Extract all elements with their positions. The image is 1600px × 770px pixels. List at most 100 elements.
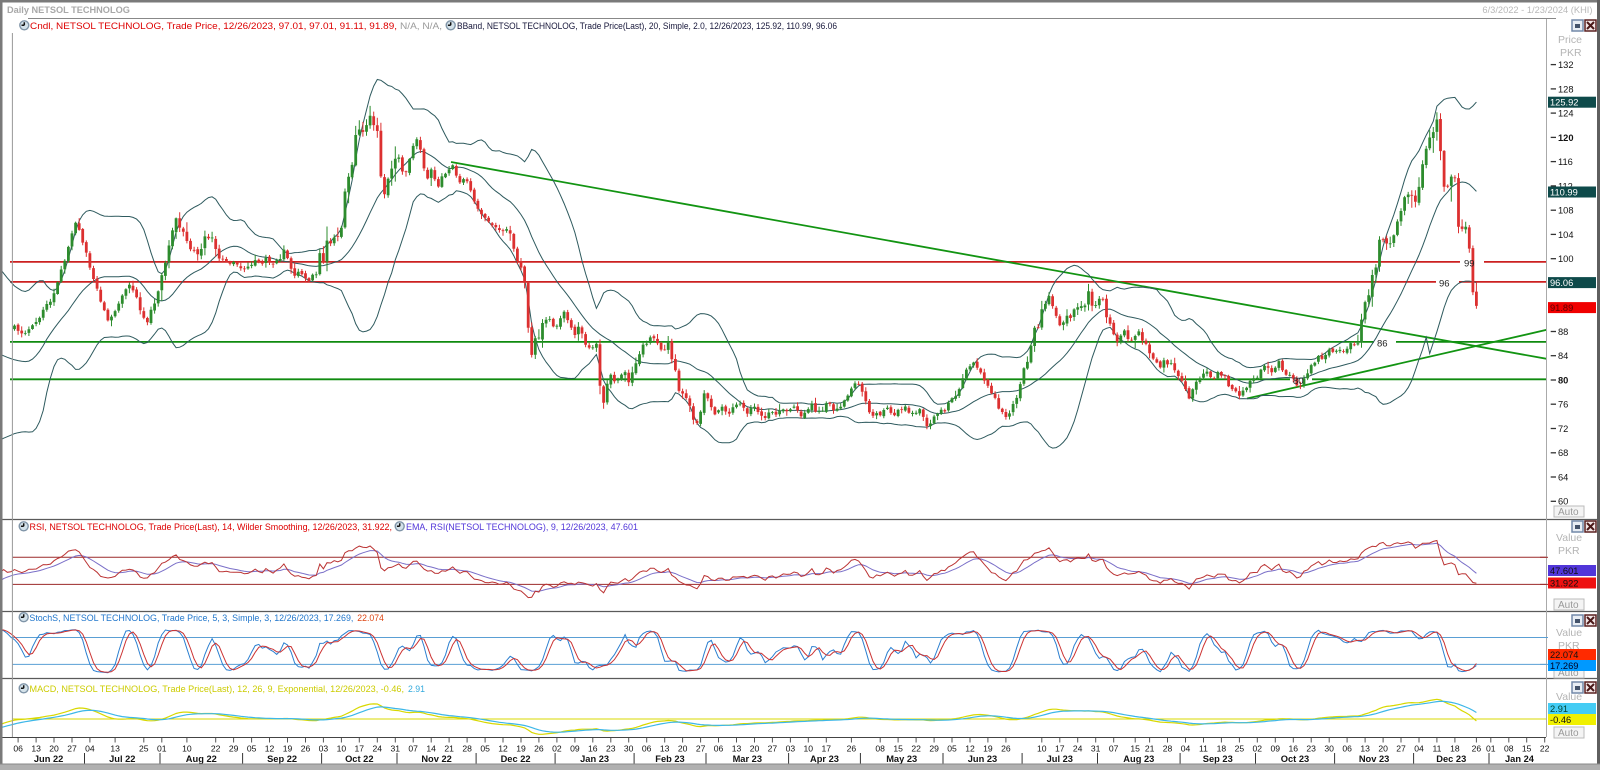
svg-text:17: 17	[1055, 744, 1065, 754]
svg-text:124: 124	[1558, 109, 1574, 119]
svg-text:Nov 22: Nov 22	[421, 754, 452, 764]
svg-text:Oct 22: Oct 22	[345, 754, 373, 764]
svg-text:26: 26	[1472, 744, 1482, 754]
svg-text:68: 68	[1558, 448, 1568, 458]
svg-text:13: 13	[110, 744, 120, 754]
svg-text:03: 03	[319, 744, 329, 754]
svg-text:Sep 22: Sep 22	[267, 754, 297, 764]
svg-text:09: 09	[1271, 744, 1281, 754]
svg-text:47.601: 47.601	[1550, 566, 1578, 576]
svg-text:125.92: 125.92	[1550, 98, 1578, 108]
svg-text:Jun 23: Jun 23	[968, 754, 997, 764]
svg-text:18: 18	[1450, 744, 1460, 754]
svg-text:20: 20	[49, 744, 59, 754]
svg-text:29: 29	[929, 744, 939, 754]
svg-text:19: 19	[516, 744, 526, 754]
svg-text:25: 25	[139, 744, 149, 754]
svg-text:Auto: Auto	[1558, 668, 1579, 679]
svg-text:N/A, N/A,: N/A, N/A,	[400, 21, 442, 32]
svg-text:22: 22	[1540, 744, 1550, 754]
svg-text:PKR: PKR	[1560, 47, 1582, 59]
svg-text:96: 96	[1439, 279, 1450, 290]
svg-text:96.06: 96.06	[1550, 278, 1573, 288]
svg-text:76: 76	[1558, 400, 1568, 410]
svg-text:Value: Value	[1556, 691, 1582, 703]
svg-text:06: 06	[642, 744, 652, 754]
svg-text:20: 20	[1378, 744, 1388, 754]
svg-text:27: 27	[1396, 744, 1406, 754]
svg-text:May 23: May 23	[886, 754, 917, 764]
svg-text:01: 01	[157, 744, 167, 754]
svg-text:60: 60	[1558, 497, 1568, 507]
svg-text:110.99: 110.99	[1550, 187, 1578, 197]
svg-text:04: 04	[1414, 744, 1424, 754]
svg-text:08: 08	[1504, 744, 1514, 754]
svg-text:19: 19	[283, 744, 293, 754]
svg-text:28: 28	[462, 744, 472, 754]
svg-text:14: 14	[426, 744, 436, 754]
svg-text:04: 04	[85, 744, 95, 754]
svg-text:Dec 23: Dec 23	[1436, 754, 1466, 764]
svg-text:15: 15	[1130, 744, 1140, 754]
svg-text:132: 132	[1558, 60, 1574, 70]
svg-text:30: 30	[624, 744, 634, 754]
svg-text:99: 99	[1464, 259, 1475, 270]
svg-text:06: 06	[13, 744, 23, 754]
svg-text:116: 116	[1558, 157, 1573, 167]
svg-text:2.91: 2.91	[408, 684, 425, 695]
svg-text:31: 31	[1091, 744, 1101, 754]
svg-text:PKR: PKR	[1558, 545, 1580, 557]
svg-text:Jul 23: Jul 23	[1047, 754, 1073, 764]
svg-text:Value: Value	[1556, 532, 1582, 544]
svg-text:18: 18	[1217, 744, 1227, 754]
svg-text:26: 26	[534, 744, 544, 754]
svg-text:21: 21	[1145, 744, 1155, 754]
svg-text:Jul 22: Jul 22	[109, 754, 135, 764]
svg-text:Dec 22: Dec 22	[501, 754, 531, 764]
svg-text:22: 22	[211, 744, 221, 754]
svg-text:22.074: 22.074	[1550, 650, 1578, 660]
svg-text:09: 09	[570, 744, 580, 754]
svg-text:21: 21	[444, 744, 454, 754]
svg-text:91.89: 91.89	[1550, 303, 1573, 313]
svg-text:17: 17	[355, 744, 365, 754]
svg-text:StochS, NETSOL TECHNOLOG, Trad: StochS, NETSOL TECHNOLOG, Trade Price, 5…	[29, 613, 353, 624]
svg-text:10: 10	[337, 744, 347, 754]
svg-text:11: 11	[1199, 744, 1208, 754]
svg-text:31: 31	[391, 744, 401, 754]
svg-text:15: 15	[893, 744, 903, 754]
svg-text:02: 02	[1253, 744, 1263, 754]
svg-text:Auto: Auto	[1558, 507, 1579, 518]
svg-text:Feb 23: Feb 23	[655, 754, 684, 764]
svg-text:Value: Value	[1556, 627, 1582, 639]
svg-text:10: 10	[1037, 744, 1047, 754]
svg-text:15: 15	[1522, 744, 1532, 754]
svg-text:104: 104	[1558, 230, 1574, 240]
svg-text:12: 12	[498, 744, 508, 754]
svg-text:20: 20	[678, 744, 688, 754]
svg-text:31.922: 31.922	[1550, 578, 1578, 588]
svg-text:04: 04	[1181, 744, 1191, 754]
svg-text:30: 30	[1324, 744, 1334, 754]
svg-text:13: 13	[732, 744, 742, 754]
svg-text:-0.46: -0.46	[1550, 715, 1571, 725]
svg-text:Daily NETSOL TECHNOLOG: Daily NETSOL TECHNOLOG	[7, 5, 130, 15]
svg-text:2.91: 2.91	[1550, 704, 1568, 714]
svg-text:01: 01	[1486, 744, 1496, 754]
svg-text:05: 05	[247, 744, 257, 754]
svg-text:EMA, RSI(NETSOL TECHNOLOG), 9: EMA, RSI(NETSOL TECHNOLOG), 9, 12/26/202…	[406, 522, 638, 533]
svg-text:28: 28	[1163, 744, 1173, 754]
svg-text:13: 13	[660, 744, 670, 754]
svg-text:17: 17	[822, 744, 832, 754]
svg-text:72: 72	[1558, 424, 1568, 434]
svg-text:27: 27	[696, 744, 706, 754]
svg-text:Auto: Auto	[1558, 600, 1579, 611]
svg-text:27: 27	[768, 744, 778, 754]
svg-text:108: 108	[1558, 206, 1574, 216]
svg-text:86: 86	[1377, 339, 1388, 350]
svg-text:05: 05	[480, 744, 490, 754]
svg-text:RSI, NETSOL TECHNOLOG, Trade P: RSI, NETSOL TECHNOLOG, Trade Price(Last)…	[30, 522, 393, 533]
svg-text:12: 12	[965, 744, 975, 754]
svg-text:06: 06	[714, 744, 724, 754]
svg-text:19: 19	[983, 744, 993, 754]
